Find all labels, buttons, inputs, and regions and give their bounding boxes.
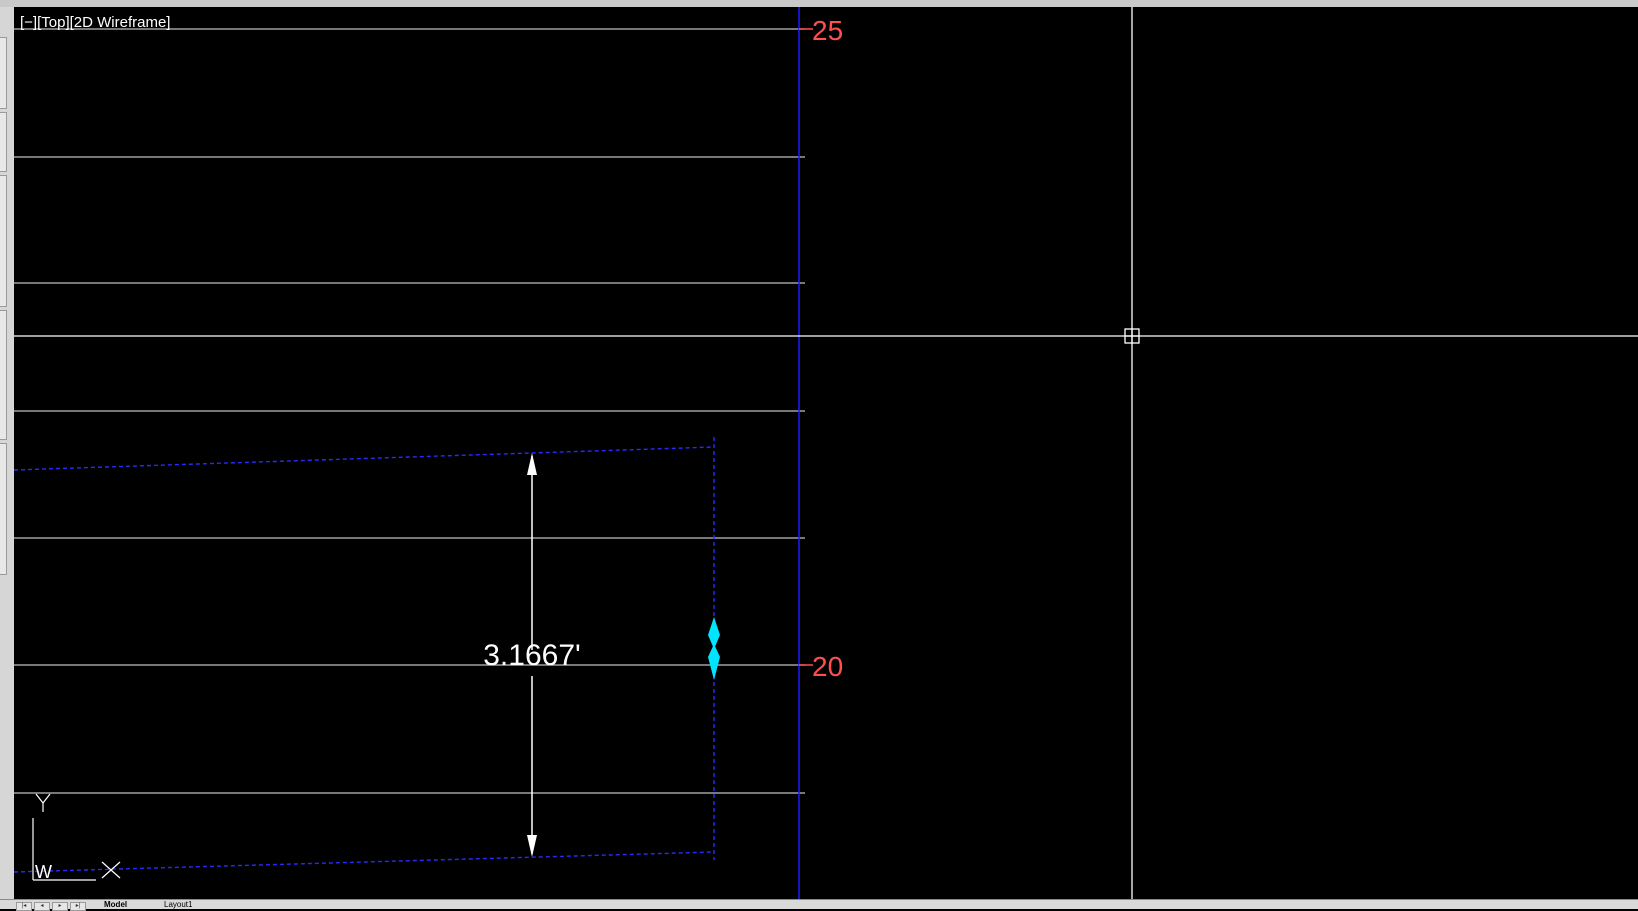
grip-markers[interactable] (708, 617, 720, 680)
palette-tab[interactable] (0, 175, 7, 307)
horizontal-lines (14, 28, 805, 794)
dimension-arrow-bottom (527, 835, 537, 857)
next-tab-icon[interactable]: ▸ (52, 902, 68, 911)
tab-layout1[interactable]: Layout1 (164, 900, 193, 909)
dimension-line[interactable]: 3.1667' (483, 453, 581, 857)
crosshair-cursor (14, 7, 1638, 899)
palette-tab[interactable] (0, 443, 7, 575)
palette-tab[interactable] (0, 112, 7, 172)
palette-tab[interactable] (0, 310, 7, 440)
ruler-label-25: 25 (812, 15, 843, 46)
ruler-label-20: 20 (812, 651, 843, 682)
dimension-text: 3.1667' (483, 639, 581, 672)
palette-tab[interactable] (0, 37, 7, 109)
first-tab-icon[interactable]: |◂ (16, 902, 32, 911)
viewport-controls-label[interactable]: [−][Top][2D Wireframe] (20, 14, 171, 31)
tab-model[interactable]: Model (104, 900, 128, 909)
last-tab-icon[interactable]: ▸| (70, 902, 86, 911)
left-palette-strip (0, 7, 14, 900)
model-space-canvas[interactable]: 3.1667' 25 20 W (14, 7, 1638, 899)
dimension-arrow-top (527, 453, 537, 475)
prev-tab-icon[interactable]: ◂ (34, 902, 50, 911)
window-top-border (0, 0, 1638, 7)
ucs-icon (32, 793, 121, 881)
ucs-w-label: W (35, 862, 52, 882)
dashed-outline[interactable] (14, 437, 715, 873)
